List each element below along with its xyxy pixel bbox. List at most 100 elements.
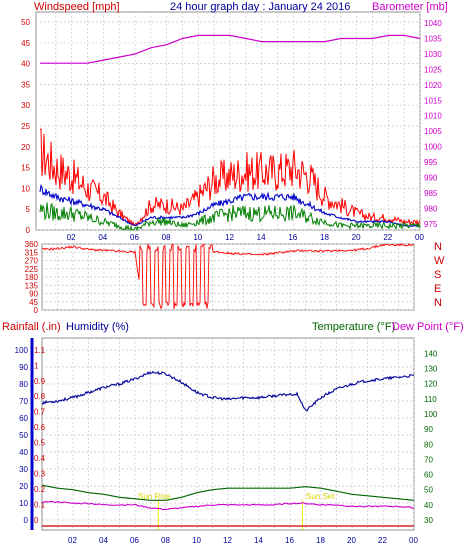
wind-right-tick: 1025	[424, 65, 442, 74]
wind-left-tick: 20	[21, 143, 30, 152]
wind-left-tick: 50	[21, 18, 30, 27]
direction-left-tick: 315	[25, 248, 39, 257]
rain-tick: 1.1	[34, 346, 46, 355]
wind-x-tick: 04	[98, 233, 107, 242]
sunrise-label: Sun Rise	[138, 492, 171, 501]
temperature-label: Temperature (°F)	[312, 321, 395, 333]
weather-x-tick: 10	[192, 536, 201, 545]
wind-left-tick: 45	[21, 39, 30, 48]
rain-tick: 0.1	[34, 501, 46, 510]
wind-x-tick: 18	[320, 233, 329, 242]
wind-right-tick: 990	[424, 174, 438, 183]
humidity-tick: 60	[19, 414, 28, 423]
weather-x-tick: 00	[409, 536, 418, 545]
wind-gust-line	[39, 128, 421, 227]
temperature-axis: 30 40 50 60 70 80 90 100 110 120 130 140	[424, 349, 438, 525]
wind-grid	[36, 12, 421, 231]
weather-x-tick: 14	[254, 536, 263, 545]
wind-right-tick: 975	[424, 220, 438, 229]
direction-compass-label: N	[434, 241, 442, 253]
humidity-tick: 30	[19, 465, 28, 474]
direction-left-tick: 180	[25, 273, 39, 282]
weather-x-tick: 08	[161, 536, 170, 545]
humidity-tick: 80	[19, 380, 28, 389]
wind-left-tick: 5	[26, 205, 31, 214]
rain-tick: 0.7	[34, 408, 46, 417]
humidity-tick: 10	[19, 499, 28, 508]
rain-tick: 0.3	[34, 470, 46, 479]
direction-left-tick: 45	[29, 298, 38, 307]
direction-left-tick: 0	[34, 306, 39, 315]
dewpoint-label: Dew Point (°F)	[392, 321, 464, 333]
direction-left-tick: 225	[25, 265, 39, 274]
temperature-tick: 90	[424, 425, 433, 434]
weather-x-tick: 02	[68, 536, 77, 545]
wind-x-tick: 08	[162, 233, 171, 242]
wind-left-tick: 0	[26, 226, 31, 235]
wind-minimum-line	[39, 202, 421, 232]
wind-left-tick: 30	[21, 101, 30, 110]
weather-x-tick: 12	[223, 536, 232, 545]
temperature-tick: 40	[424, 501, 433, 510]
humidity-tick: 90	[19, 363, 28, 372]
rain-tick: 0	[34, 516, 39, 525]
temperature-tick: 50	[424, 486, 433, 495]
direction-compass-label: E	[434, 283, 441, 295]
wind-average-line	[39, 184, 421, 228]
rain-tick: 1	[34, 361, 39, 370]
direction-compass-label: N	[434, 297, 442, 309]
wind-left-tick: 40	[21, 60, 30, 69]
rain-tick: 0.5	[34, 439, 46, 448]
humidity-tick: 40	[19, 448, 28, 457]
rain-tick: 0.9	[34, 377, 46, 386]
wind-x-tick: 06	[130, 233, 139, 242]
sunset-label: Sun Set	[306, 492, 335, 501]
humidity-tick: 0	[24, 516, 29, 525]
temperature-tick: 80	[424, 440, 433, 449]
weather-x-tick: 16	[285, 536, 294, 545]
humidity-line	[41, 370, 415, 412]
weather-grid	[42, 338, 415, 530]
wind-x-tick: 20	[352, 233, 361, 242]
temperature-tick: 30	[424, 516, 433, 525]
weather-x-axis: 02 04 06 08 10 12 14 16 18 20 22 00	[68, 536, 418, 545]
wind-direction-line	[42, 243, 415, 310]
wind-x-tick: 14	[257, 233, 266, 242]
wind-x-tick: 02	[67, 233, 76, 242]
wind-left-tick: 25	[21, 122, 30, 131]
weather-x-tick: 18	[316, 536, 325, 545]
wind-right-tick: 1030	[424, 50, 442, 59]
direction-left-tick: 135	[25, 281, 39, 290]
direction-left-tick: 360	[25, 240, 39, 249]
wind-right-tick: 1015	[424, 96, 442, 105]
chart-title: 24 hour graph day : January 24 2016	[170, 1, 350, 13]
rain-tick: 0.4	[34, 454, 46, 463]
humidity-tick: 70	[19, 397, 28, 406]
wind-right-tick: 1020	[424, 81, 442, 90]
humidity-tick: 20	[19, 482, 28, 491]
humidity-tick: 100	[15, 346, 29, 355]
weather-series	[41, 370, 415, 530]
wind-right-tick: 995	[424, 158, 438, 167]
rain-tick: 0.2	[34, 485, 46, 494]
humidity-label: Humidity (%)	[66, 321, 129, 333]
wind-right-tick: 1035	[424, 35, 442, 44]
wind-left-tick: 15	[21, 164, 30, 173]
weather-x-tick: 22	[378, 536, 387, 545]
temperature-tick: 100	[424, 410, 438, 419]
wind-right-axis: 975 980 985 990 995 1000 1005 1010 1015 1020 1025 1…	[424, 19, 442, 229]
weather-x-tick: 04	[99, 536, 108, 545]
wind-x-tick: 22	[383, 233, 392, 242]
wind-x-axis: 02 04 06 08 10 12 14 16 18 20 22 00	[67, 233, 425, 242]
temperature-tick: 140	[424, 349, 438, 358]
dewpoint-line	[41, 500, 415, 511]
wind-right-tick: 1005	[424, 127, 442, 136]
temperature-tick: 110	[424, 395, 437, 404]
wind-x-tick: 00	[415, 233, 424, 242]
wind-right-tick: 1040	[424, 19, 442, 28]
